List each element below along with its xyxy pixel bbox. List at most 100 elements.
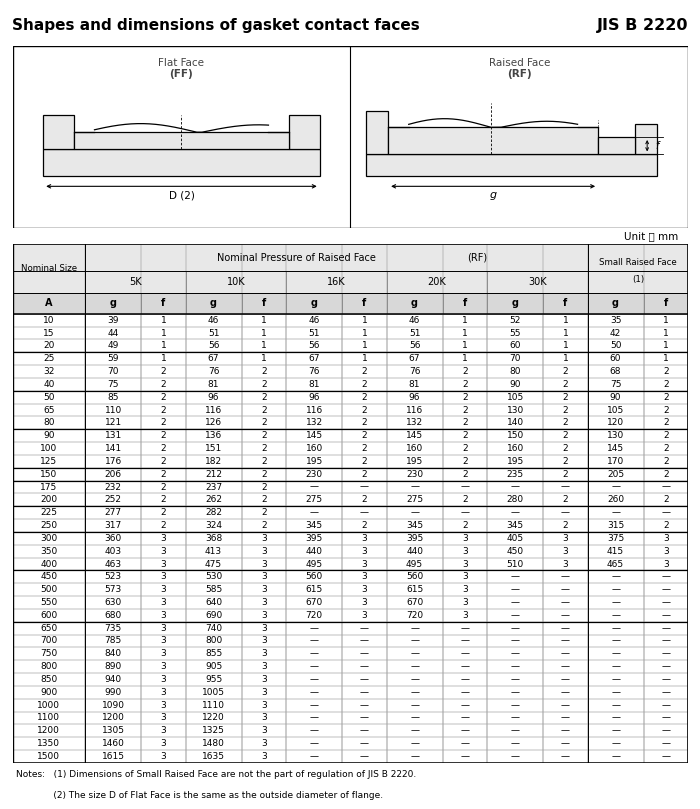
Text: 1: 1 xyxy=(361,354,368,363)
Bar xyxy=(587,544,643,557)
Bar xyxy=(487,468,543,481)
Bar xyxy=(487,327,543,340)
Bar xyxy=(487,365,543,378)
Bar xyxy=(442,506,487,519)
Text: 32: 32 xyxy=(43,367,55,376)
Bar xyxy=(442,293,487,314)
Bar xyxy=(286,293,342,314)
Bar xyxy=(386,271,487,293)
Bar xyxy=(141,327,186,340)
Text: 20K: 20K xyxy=(428,277,446,287)
Bar xyxy=(543,519,587,532)
Text: 2: 2 xyxy=(462,405,468,414)
Bar xyxy=(241,455,286,468)
Text: 3: 3 xyxy=(563,534,568,543)
Bar xyxy=(543,570,587,583)
Bar xyxy=(386,493,442,506)
Text: —: — xyxy=(461,752,470,761)
Text: 67: 67 xyxy=(309,354,320,363)
Bar xyxy=(543,481,587,493)
Text: 2: 2 xyxy=(261,418,267,427)
Text: 2: 2 xyxy=(361,405,368,414)
Bar xyxy=(587,519,643,532)
Bar xyxy=(643,481,688,493)
Bar xyxy=(442,622,487,634)
Bar xyxy=(442,493,487,506)
Text: 15: 15 xyxy=(43,328,55,337)
Bar xyxy=(442,455,487,468)
Bar xyxy=(241,506,286,519)
Bar xyxy=(186,404,241,417)
Bar xyxy=(141,506,186,519)
Bar xyxy=(286,622,342,634)
Text: —: — xyxy=(309,650,318,659)
Bar xyxy=(186,293,241,314)
Text: 1480: 1480 xyxy=(202,739,225,748)
Bar xyxy=(386,686,442,699)
Bar xyxy=(13,327,85,340)
Bar xyxy=(442,673,487,686)
Bar xyxy=(442,570,487,583)
Text: —: — xyxy=(461,739,470,748)
Bar xyxy=(342,455,386,468)
Text: f: f xyxy=(161,299,165,308)
Bar xyxy=(543,673,587,686)
Bar xyxy=(13,570,85,583)
Text: 81: 81 xyxy=(309,380,320,389)
Text: 2: 2 xyxy=(361,444,368,453)
Text: 131: 131 xyxy=(104,431,122,440)
Bar xyxy=(587,293,643,314)
Text: 1: 1 xyxy=(663,316,668,324)
Bar xyxy=(141,660,186,673)
Text: 317: 317 xyxy=(104,521,122,530)
Text: —: — xyxy=(410,637,419,646)
Text: 475: 475 xyxy=(205,560,222,569)
Text: —: — xyxy=(360,714,369,722)
Text: —: — xyxy=(309,739,318,748)
Bar xyxy=(587,660,643,673)
Bar xyxy=(543,750,587,763)
Bar xyxy=(587,506,643,519)
Text: 3: 3 xyxy=(462,547,468,556)
Bar xyxy=(543,391,587,404)
Bar xyxy=(487,699,543,712)
Bar xyxy=(587,724,643,737)
Text: —: — xyxy=(461,714,470,722)
Text: 277: 277 xyxy=(104,508,122,517)
Bar xyxy=(141,352,186,365)
Bar xyxy=(587,493,643,506)
Bar xyxy=(587,583,643,596)
Text: 1100: 1100 xyxy=(37,714,60,722)
Bar xyxy=(442,583,487,596)
Bar xyxy=(286,544,342,557)
Bar xyxy=(141,314,186,327)
Bar xyxy=(286,634,342,647)
Text: 3: 3 xyxy=(160,726,166,735)
Bar xyxy=(386,532,442,544)
Text: —: — xyxy=(410,508,419,517)
Bar xyxy=(141,468,186,481)
Text: 105: 105 xyxy=(507,392,524,402)
Bar xyxy=(186,340,241,352)
Text: 2: 2 xyxy=(563,405,568,414)
Bar xyxy=(643,378,688,391)
Bar xyxy=(587,417,643,430)
Bar xyxy=(13,430,85,442)
Bar xyxy=(543,724,587,737)
Bar xyxy=(85,737,141,750)
Text: 2: 2 xyxy=(361,457,368,466)
Bar xyxy=(342,417,386,430)
Bar xyxy=(342,583,386,596)
Bar xyxy=(442,750,487,763)
Bar xyxy=(643,622,688,634)
Bar xyxy=(186,519,241,532)
Bar xyxy=(587,699,643,712)
Bar xyxy=(241,493,286,506)
Bar xyxy=(487,609,543,622)
Bar xyxy=(141,442,186,455)
Text: 145: 145 xyxy=(406,431,424,440)
Bar xyxy=(587,468,643,481)
Bar xyxy=(186,378,241,391)
Bar xyxy=(241,293,286,314)
Bar xyxy=(442,430,487,442)
